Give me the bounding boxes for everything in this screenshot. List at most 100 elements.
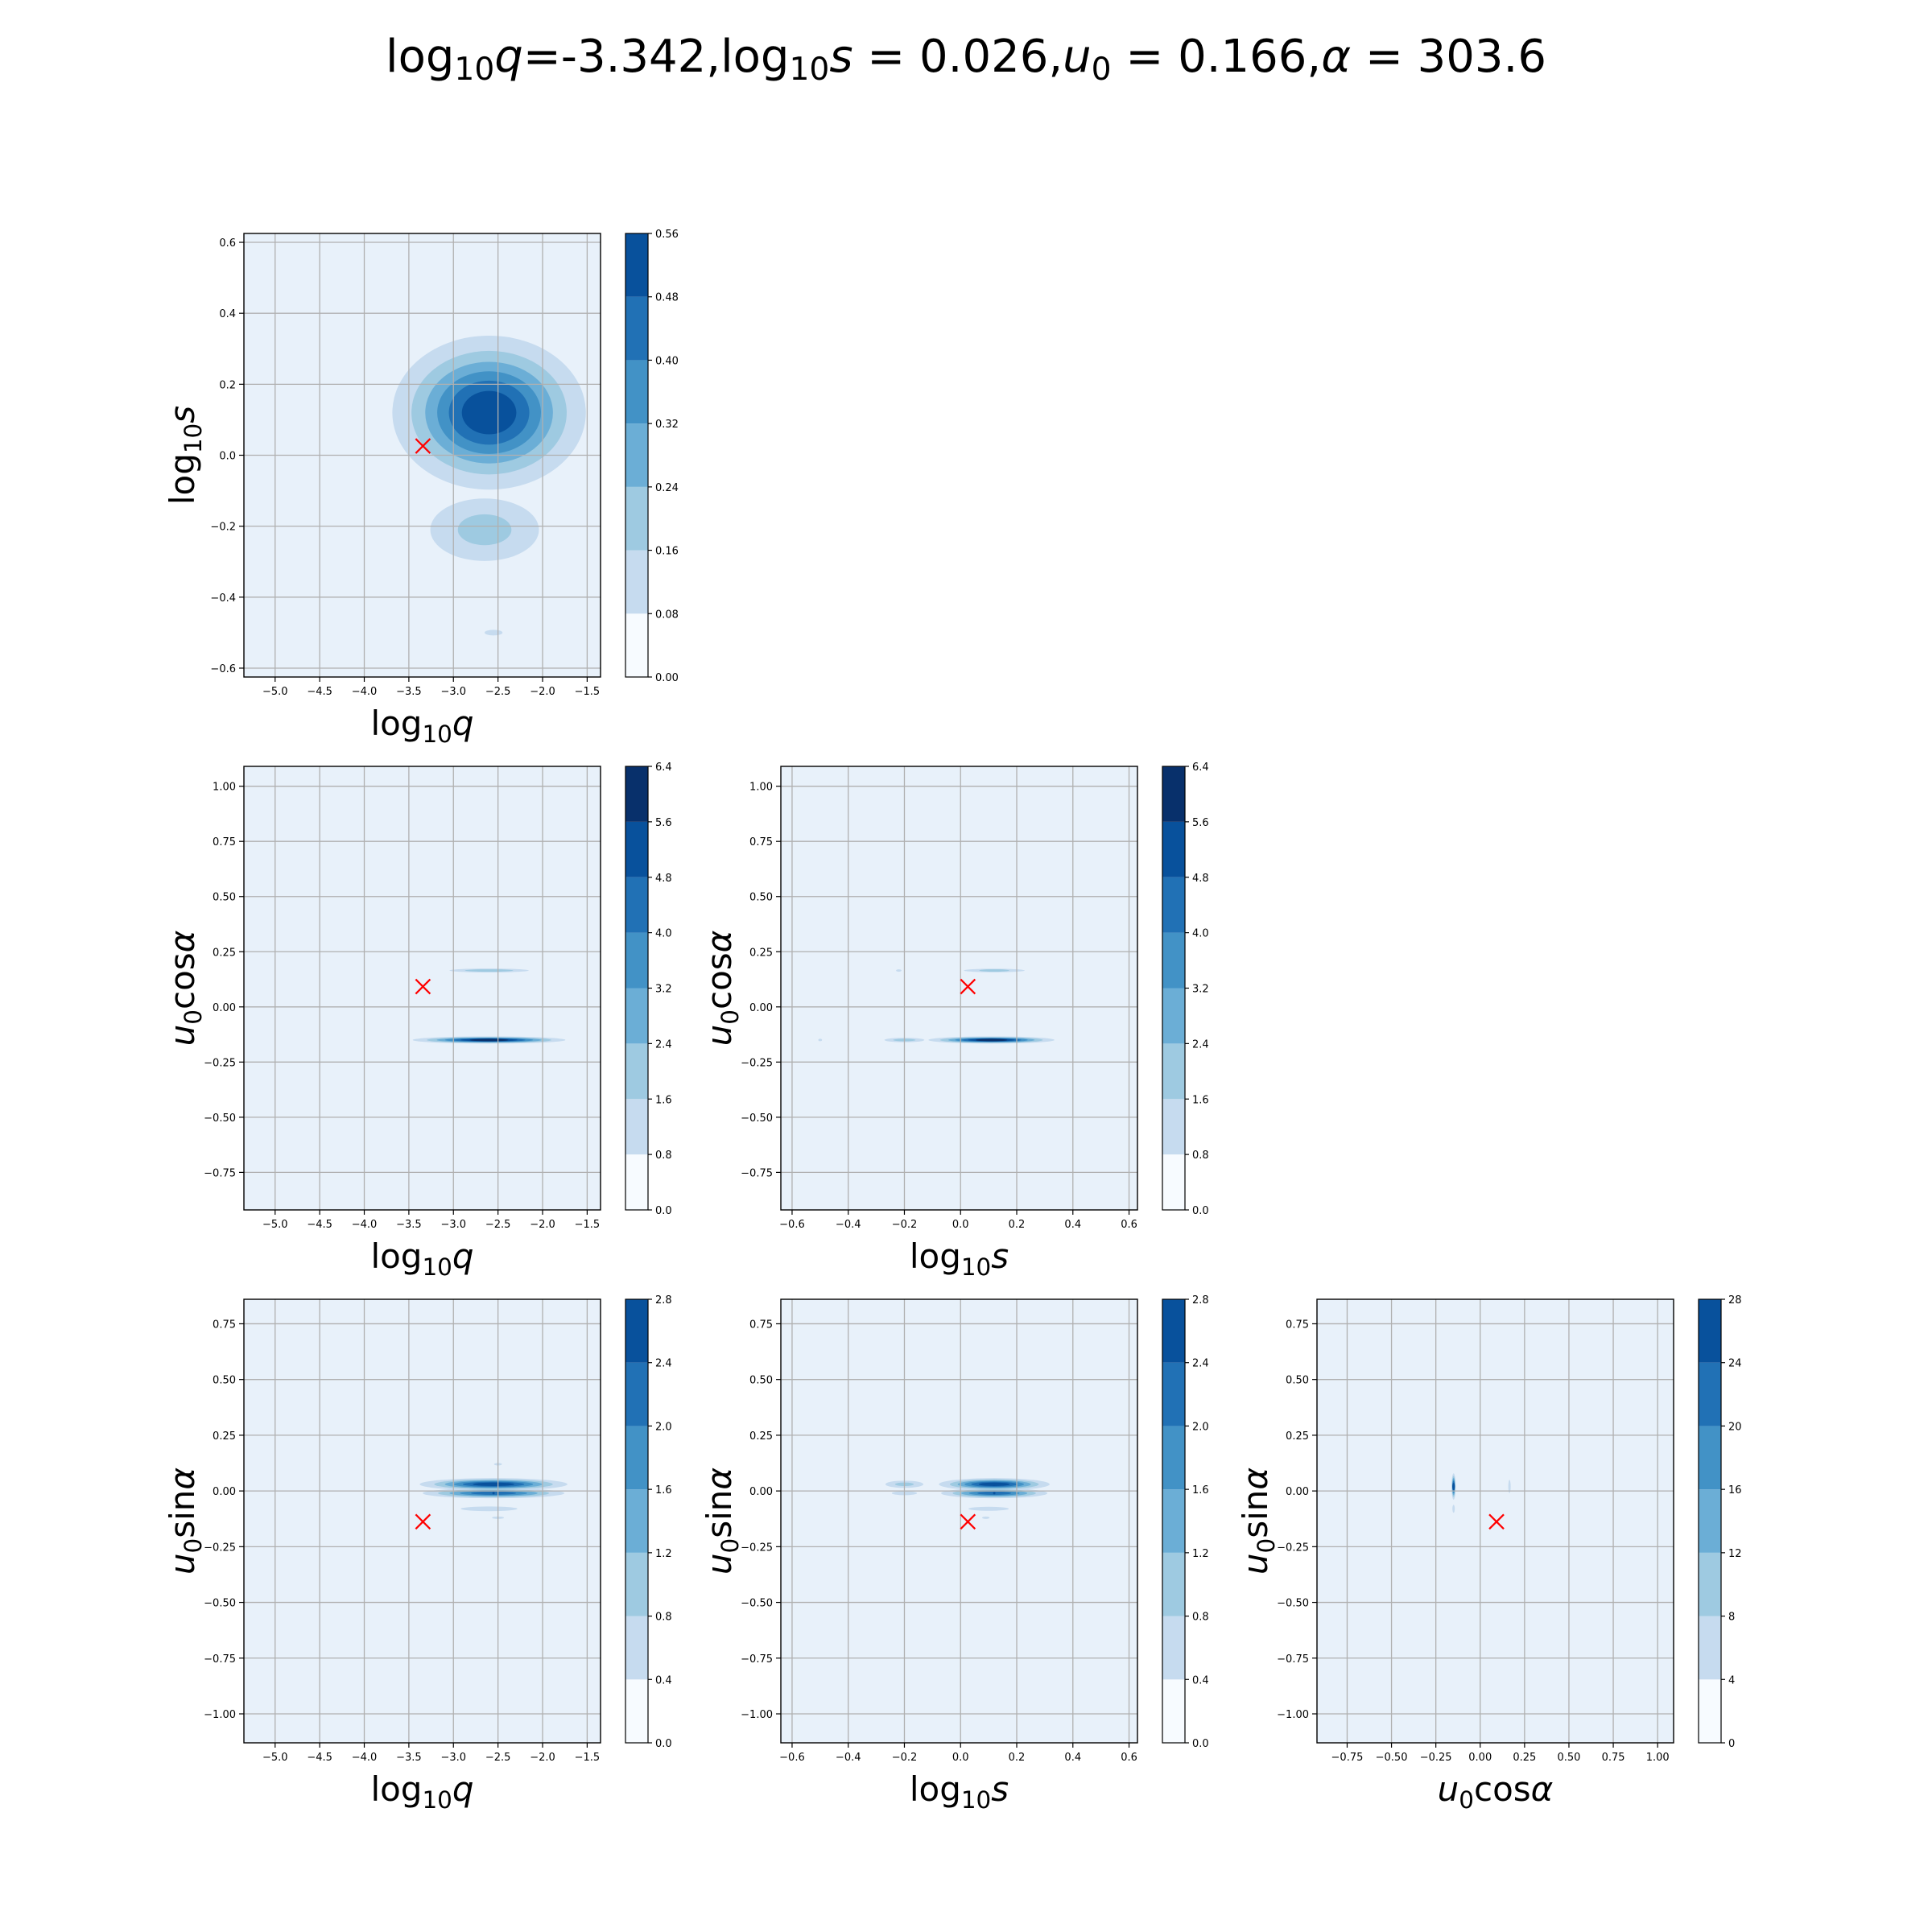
y-tick-label: 0.2 xyxy=(219,379,236,391)
x-tick-label: 0.6 xyxy=(1121,1219,1137,1231)
x-tick-label: 0.2 xyxy=(1009,1219,1026,1231)
colorbar-tick-label: 1.2 xyxy=(655,1548,672,1560)
x-tick-label: 0.4 xyxy=(1064,1219,1081,1231)
y-tick-label: 0.50 xyxy=(749,892,773,904)
y-tick-label: −1.00 xyxy=(741,1709,773,1721)
x-tick-label: −4.5 xyxy=(307,1219,332,1231)
y-tick-label: 0.50 xyxy=(213,892,236,904)
x-tick-label: −5.0 xyxy=(262,1752,288,1764)
colorbar-segment xyxy=(625,1154,648,1210)
y-tick-label: 0.0 xyxy=(219,451,236,463)
x-tick-label: −5.0 xyxy=(262,686,288,698)
x-tick-label: −2.0 xyxy=(530,1752,555,1764)
colorbar-tick-label: 2.4 xyxy=(655,1038,672,1051)
true-value-marker xyxy=(960,1513,976,1530)
colorbar-segment xyxy=(625,233,648,297)
subplot-ucos-usin: −0.75 −0.50 −0.25 0.00 0.25 0.50 0.75 1.00 −1.00… xyxy=(1236,1294,1742,1814)
grid xyxy=(244,233,601,677)
subplot-q-s: −5.0 −4.5 −4.0 −3.5 −3.0 −2.5 −2.0 −1.5 −0.6 −0.4… xyxy=(163,229,679,748)
grid xyxy=(1317,1299,1674,1743)
x-tick-label: −0.50 xyxy=(1376,1752,1408,1764)
x-tick-label: −2.0 xyxy=(530,686,555,698)
colorbar-tick-label: 4.0 xyxy=(655,928,672,940)
colorbar-tick-label: 0.8 xyxy=(655,1150,672,1162)
subplot-q-usin: −5.0 −4.5 −4.0 −3.5 −3.0 −2.5 −2.0 −1.5 −1.00 −0.… xyxy=(163,1294,672,1814)
colorbar-tick-label: 16 xyxy=(1728,1484,1742,1496)
colorbar-tick-label: 12 xyxy=(1728,1548,1742,1560)
y-tick-label: 0.6 xyxy=(219,237,236,250)
x-tick-label: 0.0 xyxy=(952,1219,969,1231)
x-tick-label: −2.5 xyxy=(485,1752,511,1764)
density-contours xyxy=(412,968,566,1044)
colorbar-segment xyxy=(1162,1099,1185,1155)
x-tick-label: 0.2 xyxy=(1009,1752,1026,1764)
grid xyxy=(781,766,1137,1210)
y-tick-label: 0.00 xyxy=(749,1486,773,1498)
x-tick-label: −4.0 xyxy=(352,1752,378,1764)
colorbar-tick-label: 0.32 xyxy=(655,419,679,431)
colorbar-segment xyxy=(625,1099,648,1155)
x-tick-label: −1.5 xyxy=(575,1219,601,1231)
colorbar-tick-label: 20 xyxy=(1728,1421,1742,1433)
y-tick-label: 0.50 xyxy=(1286,1375,1309,1387)
y-tick-label: −0.75 xyxy=(204,1653,236,1666)
y-tick-label: 0.75 xyxy=(749,1319,773,1331)
colorbar-tick-label: 0.8 xyxy=(1192,1612,1209,1624)
x-tick-label: −0.25 xyxy=(1420,1752,1452,1764)
axes-frame xyxy=(780,1298,1138,1744)
colorbar-tick-label: 0.0 xyxy=(1192,1738,1209,1750)
y-tick-label: −0.25 xyxy=(741,1057,773,1069)
x-tick-label: −0.6 xyxy=(779,1752,805,1764)
colorbar-segment xyxy=(1162,1043,1185,1100)
colorbar-tick-label: 4.8 xyxy=(1192,873,1209,885)
x-tick-label: −0.4 xyxy=(836,1752,861,1764)
y-tick-label: 0.75 xyxy=(749,836,773,848)
contour-level-6-blob-1 xyxy=(993,1492,996,1495)
x-tick-label: −3.0 xyxy=(440,686,466,698)
true-value-marker xyxy=(415,438,431,454)
y-axis-label: u0sinα xyxy=(700,1468,744,1575)
colorbar-segment xyxy=(625,360,648,424)
colorbar-segment xyxy=(1162,1489,1185,1553)
contour-level-1-blob-2 xyxy=(1508,1480,1511,1493)
x-axis-label: log10q xyxy=(370,1769,473,1814)
colorbar-segment xyxy=(1162,1362,1185,1426)
contour-level-6-blob-0 xyxy=(978,1482,1010,1486)
y-tick-label: −0.75 xyxy=(741,1653,773,1666)
x-tick-label: −0.75 xyxy=(1331,1752,1364,1764)
colorbar-frame xyxy=(1698,1298,1722,1744)
y-axis-label: log10s xyxy=(163,406,207,505)
y-tick-label: 0.25 xyxy=(749,947,773,959)
x-tick-label: 0.4 xyxy=(1064,1752,1081,1764)
colorbar-segment xyxy=(1162,766,1185,822)
density-contours xyxy=(392,335,586,636)
colorbar-tick-label: 1.6 xyxy=(655,1094,672,1106)
y-tick-label: 0.25 xyxy=(213,1430,236,1443)
contour-level-1-blob-2 xyxy=(460,1506,518,1512)
colorbar-tick-label: 1.6 xyxy=(1192,1484,1209,1496)
y-axis-label: u0cosα xyxy=(700,930,744,1046)
x-tick-label: 0.0 xyxy=(952,1752,969,1764)
colorbar-segment xyxy=(1162,1426,1185,1490)
y-tick-label: −0.50 xyxy=(741,1113,773,1125)
contour-level-1-blob-5 xyxy=(981,1516,990,1519)
colorbar-tick-label: 0.0 xyxy=(655,1738,672,1750)
x-tick-label: 0.6 xyxy=(1121,1752,1137,1764)
grid xyxy=(244,766,601,1210)
colorbar-tick-label: 0.4 xyxy=(655,1674,672,1686)
contour-level-7-blob-0 xyxy=(975,1038,1008,1042)
colorbar-tick-label: 0 xyxy=(1728,1738,1735,1750)
contour-level-6-blob-0 xyxy=(461,390,517,435)
colorbar-tick-label: 0.08 xyxy=(655,609,679,621)
colorbar-tick-label: 24 xyxy=(1728,1358,1742,1370)
contour-level-6-blob-0 xyxy=(1452,1482,1455,1491)
y-tick-label: −1.00 xyxy=(1277,1709,1309,1721)
y-tick-label: 1.00 xyxy=(749,782,773,794)
x-tick-label: −0.2 xyxy=(892,1219,918,1231)
x-tick-label: −1.5 xyxy=(575,1752,601,1764)
colorbar-tick-label: 28 xyxy=(1728,1294,1742,1307)
subplot-s-ucos: −0.6 −0.4 −0.2 0.0 0.2 0.4 0.6 −0.75 −0.50 −0.25 0… xyxy=(700,762,1209,1281)
colorbar-segment xyxy=(1162,877,1185,933)
y-axis-label: u0cosα xyxy=(163,930,207,1046)
